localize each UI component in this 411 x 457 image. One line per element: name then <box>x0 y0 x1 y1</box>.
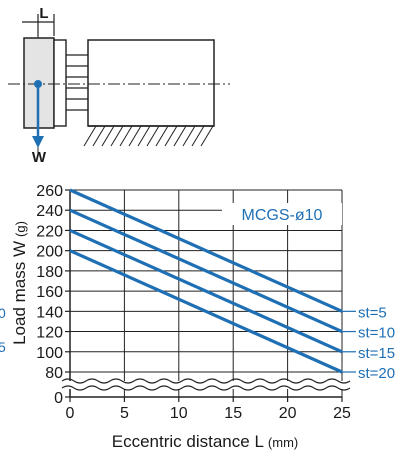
cylinder-body <box>87 39 215 127</box>
x-axis-label-text: Eccentric distance L <box>112 432 264 451</box>
series-label: st=15 <box>358 345 395 362</box>
plot-area: 0 5 10 15 20 25 260 240 220 200 180 160 140 120 100 80… <box>0 183 395 451</box>
dimension-label: L <box>39 5 48 22</box>
load-label: W <box>32 149 47 166</box>
y-tick-label: 200 <box>36 244 63 261</box>
hatch-line <box>182 125 196 147</box>
series-line <box>69 228 343 354</box>
hatch-line <box>191 125 205 147</box>
series-label: st=10 <box>358 325 395 342</box>
axes <box>61 189 351 402</box>
hatch-line <box>101 125 115 147</box>
x-tick-label: 15 <box>224 405 242 422</box>
load-arrow-head <box>32 136 44 148</box>
y-tick-label: 100 <box>36 345 63 362</box>
hatch-line <box>164 125 178 147</box>
x-tick-label: 0 <box>66 405 75 422</box>
hatch-line <box>137 125 151 147</box>
mounting-diagram: L W <box>8 5 230 166</box>
y-tick-label: 240 <box>36 203 63 220</box>
ground-hatch <box>83 125 214 147</box>
hatch-line <box>173 125 187 147</box>
model-label-bg <box>222 203 342 225</box>
axis-break-line <box>61 378 351 384</box>
y-tick-label: 120 <box>36 325 63 342</box>
series-label: st=5 <box>358 304 387 321</box>
series-label: st=20 <box>358 365 395 382</box>
series-labels: st=5 st=10 st=15 st=20 <box>342 304 395 382</box>
y-axis-label-text: Load mass W <box>10 241 29 345</box>
hatch-line <box>155 125 169 147</box>
series-line <box>69 249 343 374</box>
y-tick-label: 140 <box>36 304 63 321</box>
offscreen-label: 0 <box>0 305 6 321</box>
y-axis-unit: (g) <box>13 221 28 237</box>
y-tick-label: 0 <box>54 390 63 407</box>
axis-break-line <box>61 385 351 391</box>
y-tick-label: 260 <box>36 183 63 200</box>
y-tick-label: 160 <box>36 284 63 301</box>
offscreen-label: 5 <box>0 339 6 355</box>
flange <box>53 39 67 127</box>
x-tick-label: 25 <box>333 405 351 422</box>
x-axis-unit: (mm) <box>268 435 298 450</box>
x-tick-label: 5 <box>120 405 129 422</box>
hatch-line <box>200 125 214 147</box>
hatch-line <box>92 125 106 147</box>
x-tick-labels: 0 5 10 15 20 25 <box>66 405 351 422</box>
y-tick-label: 180 <box>36 264 63 281</box>
x-tick-label: 10 <box>170 405 188 422</box>
y-tick-label: 80 <box>45 365 63 382</box>
series-line <box>69 188 343 313</box>
x-tick-label: 20 <box>279 405 297 422</box>
hatch-line <box>83 125 97 147</box>
hatch-line <box>119 125 133 147</box>
model-label: MCGS-ø10 <box>242 207 323 224</box>
guide-rods <box>66 54 88 111</box>
hatch-line <box>128 125 142 147</box>
hatch-line <box>110 125 124 147</box>
series-line <box>69 208 343 334</box>
hatch-line <box>146 125 160 147</box>
y-tick-label: 220 <box>36 223 63 240</box>
series-lines <box>69 188 343 374</box>
axis-break-gap <box>62 381 350 389</box>
y-tick-labels: 260 240 220 200 180 160 140 120 100 80 0 <box>36 183 63 407</box>
x-axis-label: Eccentric distance L (mm) <box>112 432 298 451</box>
y-axis-label: Load mass W (g) <box>10 221 29 345</box>
